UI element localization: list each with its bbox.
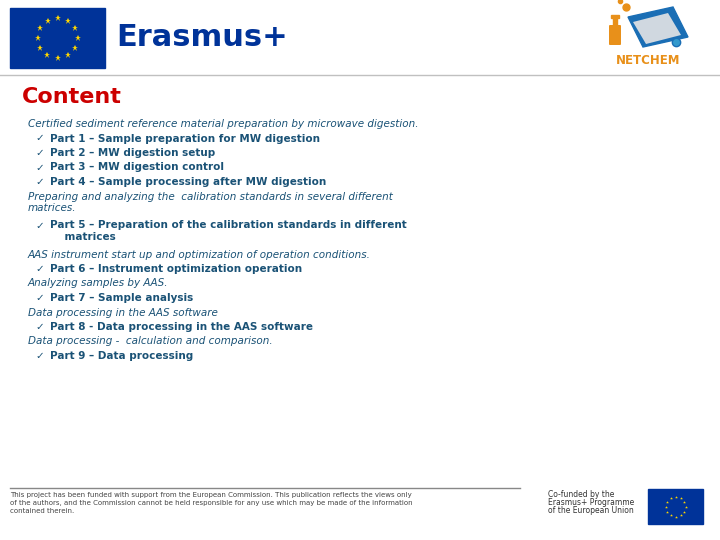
Text: Certified sediment reference material preparation by microwave digestion.: Certified sediment reference material pr… (28, 119, 418, 129)
Text: Part 7 – Sample analysis: Part 7 – Sample analysis (50, 293, 193, 303)
Text: Part 3 – MW digestion control: Part 3 – MW digestion control (50, 163, 224, 172)
Text: ✓: ✓ (35, 220, 45, 231)
Text: ✓: ✓ (35, 133, 45, 144)
Text: ✓: ✓ (35, 177, 45, 187)
Text: Analyzing samples by AAS.: Analyzing samples by AAS. (28, 279, 168, 288)
Text: NETCHEM: NETCHEM (616, 53, 680, 66)
Text: Content: Content (22, 87, 122, 107)
Text: Preparing and analyzing the  calibration standards in several different
matrices: Preparing and analyzing the calibration … (28, 192, 393, 213)
Text: of the European Union: of the European Union (548, 506, 634, 515)
Text: This project has been funded with support from the European Commission. This pub: This project has been funded with suppor… (10, 492, 413, 514)
Text: Part 4 – Sample processing after MW digestion: Part 4 – Sample processing after MW dige… (50, 177, 326, 187)
Text: Erasmus+ Programme: Erasmus+ Programme (548, 498, 634, 507)
Polygon shape (633, 13, 681, 44)
Text: ✓: ✓ (35, 163, 45, 172)
Text: Part 2 – MW digestion setup: Part 2 – MW digestion setup (50, 148, 215, 158)
Text: ✓: ✓ (35, 322, 45, 332)
Text: ✓: ✓ (35, 351, 45, 361)
Bar (648, 489, 703, 524)
Text: Part 8 - Data processing in the AAS software: Part 8 - Data processing in the AAS soft… (50, 322, 313, 332)
FancyBboxPatch shape (609, 25, 621, 45)
Text: Part 5 – Preparation of the calibration standards in different
    matrices: Part 5 – Preparation of the calibration … (50, 220, 407, 242)
Text: AAS instrument start up and optimization of operation conditions.: AAS instrument start up and optimization… (28, 249, 371, 260)
Text: Part 9 – Data processing: Part 9 – Data processing (50, 351, 193, 361)
Text: Data processing in the AAS software: Data processing in the AAS software (28, 307, 218, 318)
Text: ✓: ✓ (35, 293, 45, 303)
Text: Co-funded by the: Co-funded by the (548, 490, 614, 499)
Bar (611, 15, 619, 18)
Text: ✓: ✓ (35, 264, 45, 274)
Bar (10, 8, 105, 68)
Text: Part 1 – Sample preparation for MW digestion: Part 1 – Sample preparation for MW diges… (50, 133, 320, 144)
Polygon shape (628, 7, 688, 47)
Bar (613, 18, 617, 26)
Text: Data processing -  calculation and comparison.: Data processing - calculation and compar… (28, 336, 273, 347)
Text: Part 6 – Instrument optimization operation: Part 6 – Instrument optimization operati… (50, 264, 302, 274)
Text: ✓: ✓ (35, 148, 45, 158)
Text: Erasmus+: Erasmus+ (116, 24, 288, 52)
